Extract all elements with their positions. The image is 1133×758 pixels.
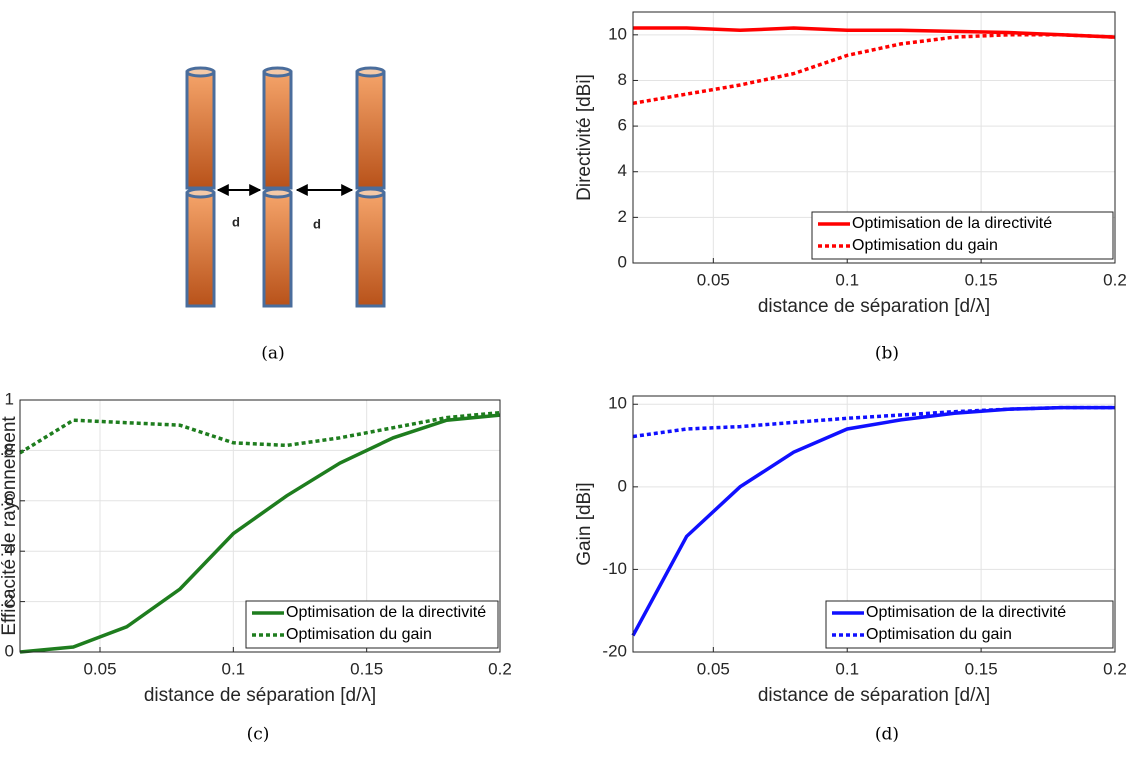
legend-box bbox=[245, 600, 499, 649]
y-tick-label: 0 bbox=[5, 641, 14, 660]
chart: -20 -10 0 10 0.05 0.1 0.15 0.2 distance de sépar… bbox=[574, 394, 1127, 745]
legend-label: Optimisation du gain bbox=[852, 237, 998, 254]
legend-label: Optimisation de la directivité bbox=[852, 215, 1052, 232]
y-tick-label: 2 bbox=[618, 207, 627, 226]
y-tick-label: 6 bbox=[618, 116, 627, 135]
y-tick-label: 0 bbox=[618, 476, 627, 495]
caption: (c) bbox=[247, 725, 270, 745]
x-tick-label: 0.05 bbox=[83, 659, 116, 678]
series-line bbox=[19, 413, 501, 654]
y-tick-label: 0.6 bbox=[0, 490, 14, 509]
y-tick-label: 10 bbox=[608, 394, 627, 413]
legend-label: Optimisation de la directivité bbox=[866, 604, 1066, 621]
caption: (b) bbox=[875, 344, 899, 364]
x-axis-label: distance de séparation [d/λ] bbox=[144, 685, 376, 706]
x-axis-label: distance de séparation [d/λ] bbox=[758, 296, 990, 317]
axes-frame bbox=[632, 11, 1116, 264]
series-line bbox=[632, 405, 1115, 439]
y-tick-label: 0 bbox=[618, 252, 627, 271]
y-tick-label: 0.8 bbox=[0, 440, 14, 459]
legend-label: Optimisation du gain bbox=[866, 626, 1012, 643]
y-tick-label: -20 bbox=[602, 641, 627, 660]
y-tick-label: 10 bbox=[608, 24, 627, 43]
y-tick-label: 1 bbox=[5, 389, 14, 408]
x-tick-label: 0.2 bbox=[1103, 659, 1127, 678]
chart: 0 2 4 6 8 10 0.05 0.1 0.15 0.2 distance de séparat… bbox=[574, 11, 1127, 364]
y-tick-label: -10 bbox=[602, 559, 627, 578]
y-tick-label: 0.4 bbox=[0, 541, 14, 560]
series-line bbox=[19, 410, 501, 455]
y-tick-label: 4 bbox=[618, 161, 627, 180]
x-tick-label: 0.15 bbox=[965, 270, 998, 289]
legend-label: Optimisation du gain bbox=[286, 626, 432, 643]
x-tick-label: 0.15 bbox=[350, 659, 383, 678]
x-tick-label: 0.1 bbox=[835, 270, 859, 289]
axes-frame bbox=[632, 395, 1116, 653]
y-axis-label: Directivité [dBi] bbox=[574, 74, 595, 201]
caption: (a) bbox=[261, 344, 284, 364]
x-tick-label: 0.15 bbox=[965, 659, 998, 678]
y-tick-label: 0.2 bbox=[0, 591, 14, 610]
y-tick-label: 8 bbox=[618, 70, 627, 89]
y-axis-label: Gain [dBi] bbox=[574, 482, 595, 565]
x-tick-label: 0.05 bbox=[697, 270, 730, 289]
chart: 0 0.2 0.4 0.6 0.8 1 0.05 0.1 0.15 0.2 distance de … bbox=[0, 389, 512, 744]
x-axis-label: distance de séparation [d/λ] bbox=[758, 685, 990, 706]
antenna-diagram: d d bbox=[185, 66, 386, 308]
diagram-label: d bbox=[313, 216, 321, 231]
caption: (d) bbox=[875, 725, 899, 745]
x-tick-label: 0.1 bbox=[222, 659, 246, 678]
x-tick-label: 0.2 bbox=[488, 659, 512, 678]
axes-frame bbox=[19, 399, 501, 653]
x-tick-label: 0.05 bbox=[697, 659, 730, 678]
legend-box bbox=[811, 211, 1114, 260]
diagram-label: d bbox=[232, 214, 240, 229]
legend-label: Optimisation de la directivité bbox=[286, 604, 486, 621]
series-line bbox=[632, 33, 1116, 106]
x-tick-label: 0.1 bbox=[835, 659, 859, 678]
x-tick-label: 0.2 bbox=[1103, 270, 1127, 289]
legend-box bbox=[825, 600, 1114, 649]
y-axis-label: Efficacité de rayonnement bbox=[0, 416, 20, 636]
